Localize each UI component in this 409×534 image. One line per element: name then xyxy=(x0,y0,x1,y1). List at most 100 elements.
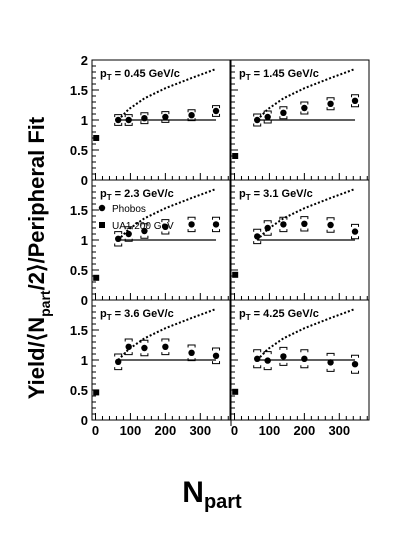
phobos-point xyxy=(141,115,148,122)
error-bracket-top xyxy=(300,349,309,353)
pt-label: pT = 3.1 GeV/c xyxy=(239,188,313,202)
error-bracket-top xyxy=(263,110,272,114)
error-bracket-top xyxy=(187,344,196,348)
phobos-point xyxy=(254,116,261,124)
ncoll-curve xyxy=(256,308,356,361)
phobos-point xyxy=(351,97,359,105)
error-bracket-bottom xyxy=(124,238,133,242)
pt-label: pT = 2.3 GeV/c xyxy=(100,188,174,202)
error-bracket-top xyxy=(300,101,309,105)
error-bracket-top xyxy=(114,353,123,357)
x-axis-title-main: N xyxy=(182,476,204,509)
pt-label-sub: T xyxy=(246,73,251,82)
error-bracket-bottom xyxy=(326,107,335,111)
panel-2: pT = 1.45 GeV/c xyxy=(230,59,370,181)
x-tick-label: 100 xyxy=(120,423,142,438)
error-bracket-bottom xyxy=(326,368,335,372)
error-bracket-bottom xyxy=(140,235,149,239)
error-bracket-bottom xyxy=(114,367,123,371)
phobos-point xyxy=(301,104,308,112)
pt-label: pT = 0.45 GeV/c xyxy=(100,68,180,82)
y-tick-label: 1.5 xyxy=(70,323,88,338)
error-bracket-bottom xyxy=(212,113,221,117)
ua1-point xyxy=(93,135,100,141)
phobos-point xyxy=(280,221,287,228)
pt-label-value: = 1.45 GeV/c xyxy=(251,68,319,80)
y-tick-label: 0 xyxy=(81,293,88,308)
y-tick-label: 2 xyxy=(81,53,88,68)
phobos-point xyxy=(188,221,195,228)
pt-label-sub: T xyxy=(107,313,112,322)
y-tick-label: 1 xyxy=(81,233,88,248)
ua1-point xyxy=(232,388,239,395)
error-bracket-top xyxy=(212,347,221,351)
error-bracket-top xyxy=(161,111,170,115)
panel-5: 0 0.5 1 1.5 0 100 200 300 pT = 3.6 GeV/c xyxy=(70,299,231,438)
error-bracket-bottom xyxy=(114,122,123,126)
error-bracket-bottom xyxy=(300,111,309,115)
pt-label-p: p xyxy=(239,68,246,80)
error-bracket-top xyxy=(212,216,221,220)
phobos-point xyxy=(301,220,308,227)
error-bracket-bottom xyxy=(140,353,149,357)
ua1-point xyxy=(93,389,100,396)
panel-4: pT = 3.1 GeV/c xyxy=(230,179,370,301)
error-bracket-bottom xyxy=(212,361,221,365)
ua1-point xyxy=(232,271,239,278)
error-bracket-top xyxy=(253,349,262,353)
phobos-point xyxy=(212,221,220,228)
error-bracket-bottom xyxy=(124,122,133,126)
error-bracket-top xyxy=(351,354,360,358)
y-tick-label: 1.5 xyxy=(70,83,88,98)
x-tick-label: 200 xyxy=(294,423,316,438)
legend-marker-square xyxy=(99,222,105,228)
phobos-point xyxy=(264,224,271,232)
error-bracket-top xyxy=(351,94,360,98)
phobos-point xyxy=(125,116,132,124)
error-bracket-bottom xyxy=(326,229,335,233)
phobos-point xyxy=(212,352,220,359)
pt-label: pT = 4.25 GeV/c xyxy=(239,308,319,322)
error-bracket-top xyxy=(263,351,272,355)
pt-label-value: = 0.45 GeV/c xyxy=(112,68,180,80)
x-tick-label: 300 xyxy=(328,423,350,438)
x-tick-label: 0 xyxy=(92,423,99,438)
ncoll-curve xyxy=(117,68,217,121)
x-tick-label: 300 xyxy=(189,423,211,438)
x-tick-label: 200 xyxy=(155,423,177,438)
phobos-point xyxy=(327,100,334,108)
error-bracket-bottom xyxy=(212,229,221,233)
pt-label-sub: T xyxy=(107,193,112,202)
error-bracket-bottom xyxy=(187,229,196,233)
phobos-point xyxy=(188,349,195,356)
x-axis-title: Npart xyxy=(182,476,242,513)
error-bracket-bottom xyxy=(124,352,133,356)
error-bracket-top xyxy=(114,231,123,235)
error-bracket-bottom xyxy=(161,119,170,123)
y-axis-title-part1: Yield/⟨N xyxy=(24,317,49,399)
phobos-point xyxy=(115,235,122,242)
error-bracket-bottom xyxy=(161,231,170,235)
error-bracket-top xyxy=(279,346,288,350)
phobos-point xyxy=(254,233,261,240)
phobos-point xyxy=(125,230,132,238)
y-axis-title-sub: part xyxy=(37,290,53,317)
panel-6: 0 100 200 300 pT = 4.25 GeV/c xyxy=(230,299,370,438)
phobos-point xyxy=(141,344,148,352)
error-bracket-top xyxy=(124,114,133,118)
error-bracket-bottom xyxy=(300,228,309,232)
legend-label: Phobos xyxy=(112,204,146,215)
pt-label-value: = 2.3 GeV/c xyxy=(112,188,174,200)
legend: Phobos UA1 200 GeV xyxy=(98,204,174,232)
error-bracket-bottom xyxy=(161,352,170,356)
error-bracket-bottom xyxy=(263,232,272,236)
error-bracket-top xyxy=(351,223,360,227)
phobos-point xyxy=(351,361,359,368)
error-bracket-bottom xyxy=(263,367,272,371)
pt-label-value: = 3.6 GeV/c xyxy=(112,308,174,320)
error-bracket-top xyxy=(326,97,335,101)
error-bracket-bottom xyxy=(187,358,196,362)
